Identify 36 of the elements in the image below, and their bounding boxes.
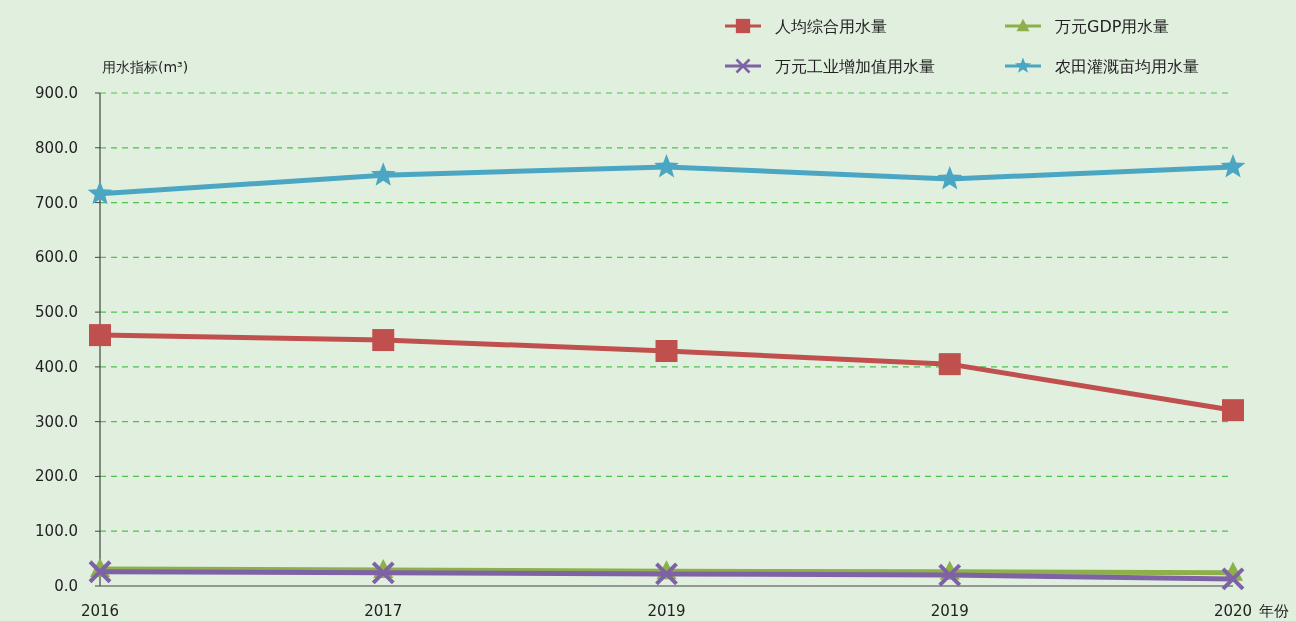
point — [89, 324, 111, 347]
point — [938, 353, 961, 376]
legend-label: 万元工业增加值用水量 — [775, 57, 935, 76]
y-axis-title: 用水指标(m³) — [102, 59, 189, 75]
legend-label: 农田灌溉亩均用水量 — [1055, 57, 1199, 76]
legend-label: 人均综合用水量 — [775, 17, 887, 36]
legend-label: 万元GDP用水量 — [1055, 17, 1170, 36]
point — [655, 340, 678, 362]
point — [1220, 153, 1246, 178]
y-tick-label: 300.0 — [35, 412, 78, 431]
point — [654, 561, 679, 586]
x-axis-title: 年份 — [1259, 602, 1289, 620]
y-tick-label: 900.0 — [35, 84, 78, 102]
x-tick-label: 2017 — [364, 602, 403, 620]
point — [371, 560, 396, 585]
point — [372, 329, 395, 352]
point — [88, 559, 112, 584]
point — [1222, 399, 1244, 422]
point — [654, 153, 679, 178]
y-tick-label: 100.0 — [35, 522, 78, 541]
y-tick-label: 500.0 — [35, 303, 78, 322]
x-tick-label: 2019 — [647, 602, 686, 620]
point — [937, 563, 962, 588]
y-tick-label: 400.0 — [35, 357, 78, 376]
y-tick-label: 700.0 — [35, 193, 78, 212]
point — [370, 162, 396, 186]
x-tick-label: 2019 — [930, 602, 969, 620]
y-tick-label: 0.0 — [54, 577, 78, 595]
point — [1221, 566, 1245, 591]
point — [87, 180, 113, 205]
y-tick-label: 200.0 — [35, 467, 78, 486]
y-tick-label: 600.0 — [35, 248, 78, 267]
y-tick-label: 800.0 — [35, 138, 78, 157]
x-tick-label: 2016 — [80, 602, 120, 620]
point — [937, 166, 963, 190]
x-tick-label: 2020 — [1213, 602, 1253, 620]
